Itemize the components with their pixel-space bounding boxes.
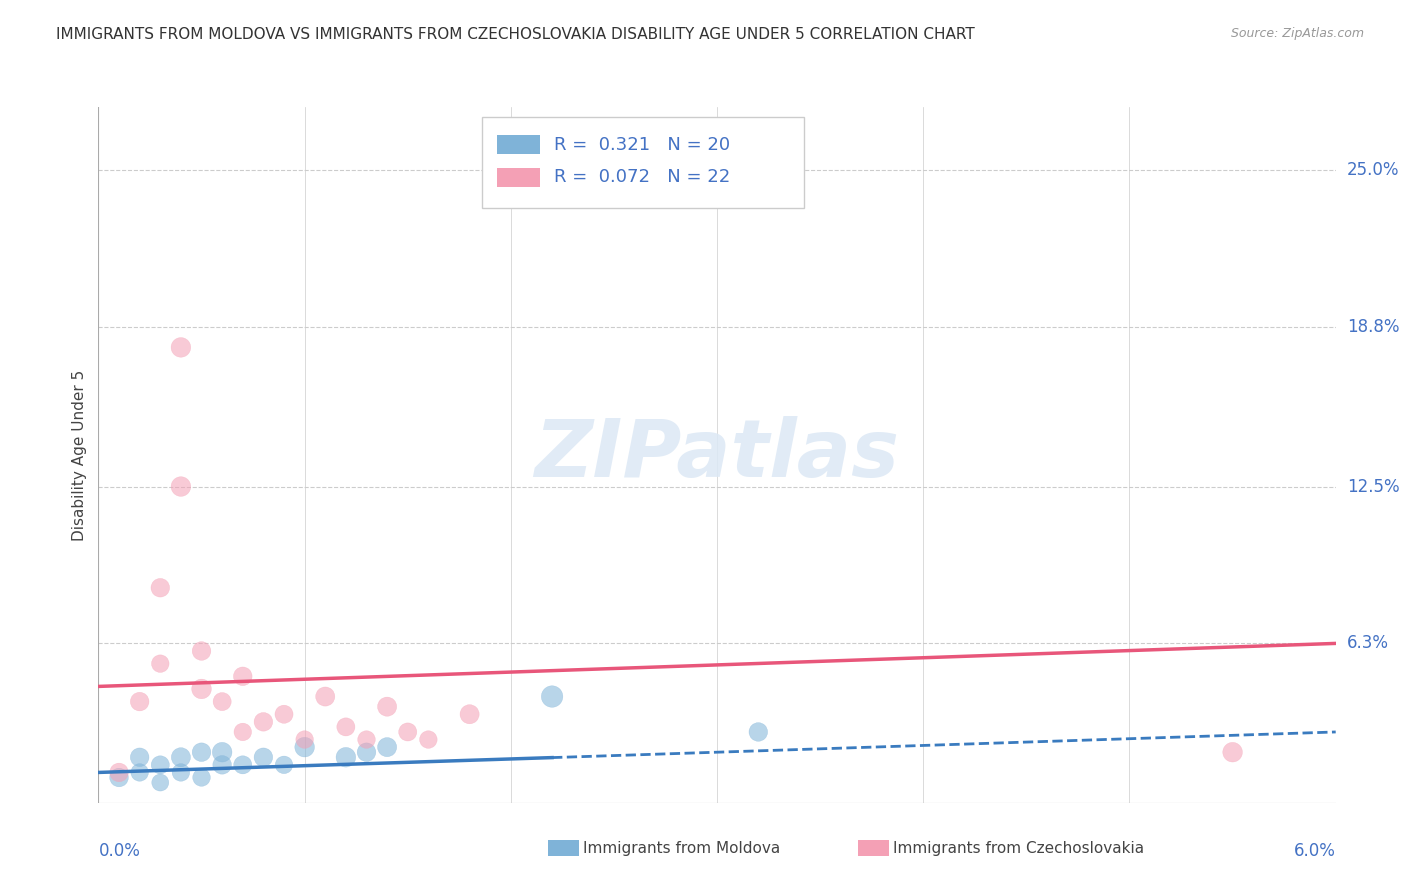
Bar [496, 135, 540, 154]
Point [149, 657, 172, 671]
Point [211, 695, 233, 709]
Point [211, 745, 233, 759]
Point [252, 750, 274, 764]
Point [149, 775, 172, 789]
Point [356, 745, 378, 759]
Point [541, 690, 564, 704]
Point [211, 757, 233, 772]
Point [375, 740, 398, 755]
Point [170, 340, 193, 354]
Text: Immigrants from Czechoslovakia: Immigrants from Czechoslovakia [893, 841, 1144, 855]
Point [335, 750, 357, 764]
Text: 12.5%: 12.5% [1347, 477, 1399, 496]
Point [149, 757, 172, 772]
Point [190, 644, 212, 658]
Point [108, 765, 131, 780]
Point [273, 707, 295, 722]
Point [273, 757, 295, 772]
Point [458, 707, 481, 722]
Text: 6.3%: 6.3% [1347, 634, 1389, 652]
Point [252, 714, 274, 729]
Point [232, 669, 254, 683]
Text: 6.0%: 6.0% [1294, 842, 1336, 860]
Point [418, 732, 440, 747]
Point [170, 765, 193, 780]
Text: R =  0.072   N = 22: R = 0.072 N = 22 [554, 169, 730, 186]
Text: 18.8%: 18.8% [1347, 318, 1399, 336]
Bar [496, 168, 540, 187]
Point [128, 695, 150, 709]
Text: Source: ZipAtlas.com: Source: ZipAtlas.com [1230, 27, 1364, 40]
FancyBboxPatch shape [482, 118, 804, 208]
Point [356, 732, 378, 747]
Text: 25.0%: 25.0% [1347, 161, 1399, 179]
Y-axis label: Disability Age Under 5: Disability Age Under 5 [72, 369, 87, 541]
Point [108, 771, 131, 785]
Point [170, 479, 193, 493]
Point [190, 771, 212, 785]
Point [190, 745, 212, 759]
Text: Immigrants from Moldova: Immigrants from Moldova [583, 841, 780, 855]
Point [128, 750, 150, 764]
Point [396, 725, 419, 739]
Point [128, 765, 150, 780]
Point [232, 757, 254, 772]
Point [232, 725, 254, 739]
Point [335, 720, 357, 734]
Point [190, 681, 212, 696]
Point [1222, 745, 1244, 759]
Point [375, 699, 398, 714]
Point [294, 740, 316, 755]
Point [747, 725, 769, 739]
Text: ZIPatlas: ZIPatlas [534, 416, 900, 494]
Text: 0.0%: 0.0% [98, 842, 141, 860]
Text: R =  0.321   N = 20: R = 0.321 N = 20 [554, 136, 730, 153]
Point [149, 581, 172, 595]
Point [170, 750, 193, 764]
Point [294, 732, 316, 747]
Text: IMMIGRANTS FROM MOLDOVA VS IMMIGRANTS FROM CZECHOSLOVAKIA DISABILITY AGE UNDER 5: IMMIGRANTS FROM MOLDOVA VS IMMIGRANTS FR… [56, 27, 974, 42]
Point [314, 690, 336, 704]
